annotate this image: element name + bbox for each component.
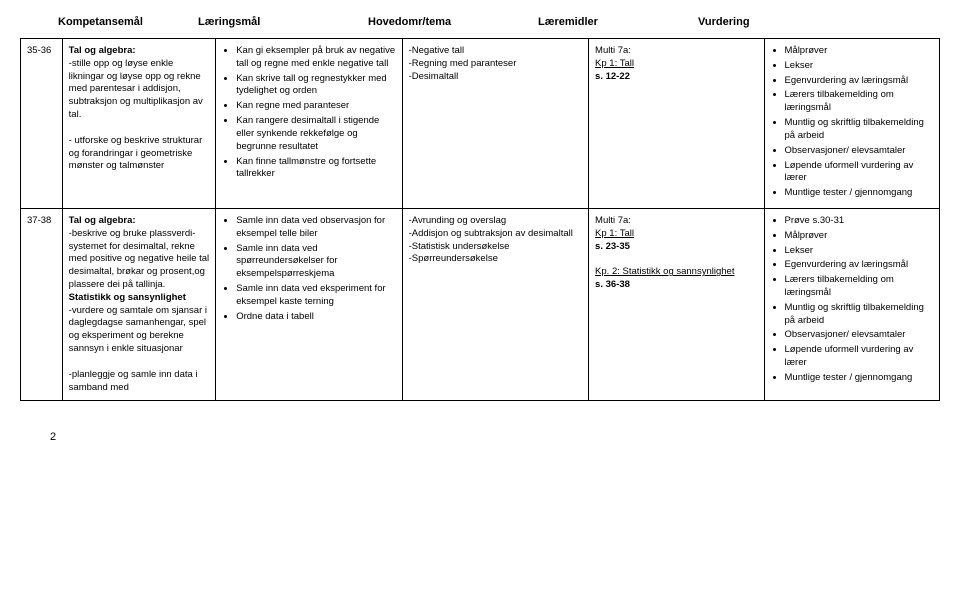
list-item: Samle inn data ved eksperiment for eksem…	[236, 283, 395, 309]
topic-cell: -Negative tall -Regning med paranteser -…	[402, 39, 588, 209]
learn-cell: Kan gi eksempler på bruk av negative tal…	[216, 39, 402, 209]
list-item: Lekser	[785, 245, 934, 258]
topic-text: -Statistisk undersøkelse	[409, 241, 510, 252]
list-item: Kan finne tallmønstre og fortsette tallr…	[236, 156, 395, 182]
res-pages2: s. 36-38	[595, 279, 630, 290]
assess-list: Prøve s.30-31 Målprøver Lekser Egenvurde…	[771, 215, 934, 385]
list-item: Lærers tilbakemelding om læringsmål	[785, 274, 934, 300]
list-item: Lekser	[785, 60, 934, 73]
header-kompetansemal: Kompetansemål	[58, 16, 198, 28]
goal-text: -planleggje og samle inn data i samband …	[69, 369, 198, 393]
list-item: Målprøver	[785, 45, 934, 58]
goal-text: - utforske og beskrive strukturar og for…	[69, 135, 203, 172]
res-chapter: Kp 1: Tall	[595, 228, 634, 239]
goal-text: -stille opp og løyse enkle likningar og …	[69, 58, 203, 120]
column-headers: Kompetansemål Læringsmål Hovedomr/tema L…	[20, 12, 940, 38]
resource-cell: Multi 7a: Kp 1: Tall s. 12-22	[589, 39, 764, 209]
list-item: Kan skrive tall og regnestykker med tyde…	[236, 73, 395, 99]
goal-cell: Tal og algebra: -beskrive og bruke plass…	[62, 208, 216, 400]
list-item: Egenvurdering av læringsmål	[785, 75, 934, 88]
goal-title2: Statistikk og sansynlighet	[69, 292, 186, 303]
list-item: Løpende uformell vurdering av lærer	[785, 344, 934, 370]
topic-text: -Avrunding og overslag	[409, 215, 507, 226]
res-title: Multi 7a:	[595, 215, 631, 226]
page-number: 2	[50, 431, 940, 443]
list-item: Muntlig og skriftlig tilbakemelding på a…	[785, 302, 934, 328]
table-row: 35-36 Tal og algebra: -stille opp og løy…	[21, 39, 940, 209]
topic-cell: -Avrunding og overslag -Addisjon og subt…	[402, 208, 588, 400]
list-item: Kan regne med paranteser	[236, 100, 395, 113]
learn-list: Kan gi eksempler på bruk av negative tal…	[222, 45, 395, 181]
list-item: Muntlig og skriftlig tilbakemelding på a…	[785, 117, 934, 143]
list-item: Ordne data i tabell	[236, 311, 395, 324]
list-item: Samle inn data ved spørreundersøkelser f…	[236, 243, 395, 281]
topic-text: -Regning med paranteser	[409, 58, 517, 69]
assess-list: Målprøver Lekser Egenvurdering av læring…	[771, 45, 934, 200]
table-row: 37-38 Tal og algebra: -beskrive og bruke…	[21, 208, 940, 400]
header-hovedomr: Hovedomr/tema	[368, 16, 538, 28]
list-item: Kan rangere desimaltall i stigende eller…	[236, 115, 395, 153]
list-item: Lærers tilbakemelding om læringsmål	[785, 89, 934, 115]
goal-title: Tal og algebra:	[69, 45, 136, 56]
curriculum-table: 35-36 Tal og algebra: -stille opp og løy…	[20, 38, 940, 401]
topic-text: -Addisjon og subtraksjon av desimaltall	[409, 228, 573, 239]
list-item: Løpende uformell vurdering av lærer	[785, 160, 934, 186]
learn-cell: Samle inn data ved observasjon for eksem…	[216, 208, 402, 400]
topic-text: -Spørreundersøkelse	[409, 253, 498, 264]
res-chapter: Kp 1: Tall	[595, 58, 634, 69]
goal-text: -vurdere og samtale om sjansar i daglegd…	[69, 305, 207, 354]
res-pages: s. 23-35	[595, 241, 630, 252]
list-item: Målprøver	[785, 230, 934, 243]
assess-cell: Målprøver Lekser Egenvurdering av læring…	[764, 39, 940, 209]
goal-title: Tal og algebra:	[69, 215, 136, 226]
res-chapter2: Kp. 2: Statistikk og sannsynlighet	[595, 266, 734, 277]
list-item: Observasjoner/ elevsamtaler	[785, 145, 934, 158]
res-title: Multi 7a:	[595, 45, 631, 56]
list-item: Muntlige tester / gjennomgang	[785, 372, 934, 385]
topic-text: -Desimaltall	[409, 71, 459, 82]
list-item: Muntlige tester / gjennomgang	[785, 187, 934, 200]
goal-cell: Tal og algebra: -stille opp og løyse enk…	[62, 39, 216, 209]
learn-list: Samle inn data ved observasjon for eksem…	[222, 215, 395, 324]
week-cell: 37-38	[21, 208, 63, 400]
header-vurdering: Vurdering	[698, 16, 878, 28]
res-pages: s. 12-22	[595, 71, 630, 82]
resource-cell: Multi 7a: Kp 1: Tall s. 23-35 Kp. 2: Sta…	[589, 208, 764, 400]
topic-text: -Negative tall	[409, 45, 464, 56]
header-laeremidler: Læremidler	[538, 16, 698, 28]
assess-cell: Prøve s.30-31 Målprøver Lekser Egenvurde…	[764, 208, 940, 400]
list-item: Kan gi eksempler på bruk av negative tal…	[236, 45, 395, 71]
list-item: Egenvurdering av læringsmål	[785, 259, 934, 272]
list-item: Samle inn data ved observasjon for eksem…	[236, 215, 395, 241]
header-laeringsmal: Læringsmål	[198, 16, 368, 28]
list-item: Prøve s.30-31	[785, 215, 934, 228]
list-item: Observasjoner/ elevsamtaler	[785, 329, 934, 342]
goal-text: -beskrive og bruke plassverdi-systemet f…	[69, 228, 209, 290]
week-cell: 35-36	[21, 39, 63, 209]
